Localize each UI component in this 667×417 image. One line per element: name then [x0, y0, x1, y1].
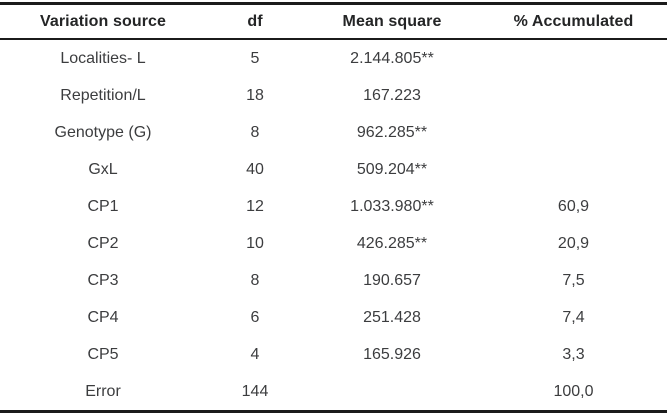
table-row: Genotype (G) 8 962.285** [0, 114, 667, 151]
cell-variation-source: CP2 [87, 234, 119, 252]
cell-pct-accumulated: 7,4 [562, 308, 585, 326]
cell-df: 40 [246, 160, 264, 178]
cell-df: 10 [246, 234, 264, 252]
cell-mean-square: 165.926 [363, 345, 421, 363]
cell-variation-source: CP1 [87, 197, 119, 215]
table-row: Error 144 100,0 [0, 373, 667, 412]
cell-df: 18 [246, 86, 264, 104]
cell-variation-source: CP4 [87, 308, 119, 326]
table-row: GxL 40 509.204** [0, 151, 667, 188]
cell-df: 12 [246, 197, 264, 215]
table-row: CP2 10 426.285** 20,9 [0, 225, 667, 262]
cell-mean-square: 2.144.805** [350, 49, 434, 67]
header-mean-square: Mean square [304, 3, 480, 40]
cell-variation-source: GxL [88, 160, 118, 178]
cell-df: 8 [250, 271, 260, 289]
header-row: Variation source df Mean square % Accumu… [0, 3, 667, 40]
table-row: CP4 6 251.428 7,4 [0, 299, 667, 336]
cell-variation-source: CP3 [87, 271, 119, 289]
cell-df: 6 [250, 308, 260, 326]
cell-mean-square: 251.428 [363, 308, 421, 326]
header-variation-source: Variation source [0, 3, 206, 40]
cell-pct-accumulated: 100,0 [553, 382, 594, 400]
cell-pct-accumulated [480, 39, 667, 77]
cell-pct-accumulated [480, 77, 667, 114]
cell-mean-square: 509.204** [356, 160, 428, 178]
cell-df: 4 [250, 345, 260, 363]
cell-df: 5 [250, 49, 260, 67]
cell-pct-accumulated [480, 151, 667, 188]
cell-mean-square [304, 373, 480, 412]
header-pct-accumulated: % Accumulated [480, 3, 667, 40]
table-row: CP3 8 190.657 7,5 [0, 262, 667, 299]
cell-pct-accumulated: 60,9 [557, 197, 590, 215]
cell-df: 8 [250, 123, 260, 141]
table-row: CP1 12 1.033.980** 60,9 [0, 188, 667, 225]
cell-variation-source: Genotype (G) [54, 123, 152, 141]
cell-variation-source: Repetition/L [60, 86, 146, 104]
cell-pct-accumulated: 20,9 [557, 234, 590, 252]
cell-pct-accumulated: 7,5 [562, 271, 585, 289]
cell-pct-accumulated [480, 114, 667, 151]
cell-mean-square: 1.033.980** [350, 197, 434, 215]
cell-df: 144 [241, 382, 269, 400]
header-df: df [206, 3, 304, 40]
cell-variation-source: CP5 [87, 345, 119, 363]
cell-mean-square: 190.657 [363, 271, 421, 289]
table-row: CP5 4 165.926 3,3 [0, 336, 667, 373]
table-row: Localities- L 5 2.144.805** [0, 39, 667, 77]
cell-mean-square: 426.285** [356, 234, 428, 252]
cell-mean-square: 962.285** [356, 123, 428, 141]
cell-variation-source: Localities- L [60, 49, 146, 67]
cell-variation-source: Error [85, 382, 121, 400]
cell-pct-accumulated: 3,3 [562, 345, 585, 363]
cell-mean-square: 167.223 [363, 86, 421, 104]
table-row: Repetition/L 18 167.223 [0, 77, 667, 114]
